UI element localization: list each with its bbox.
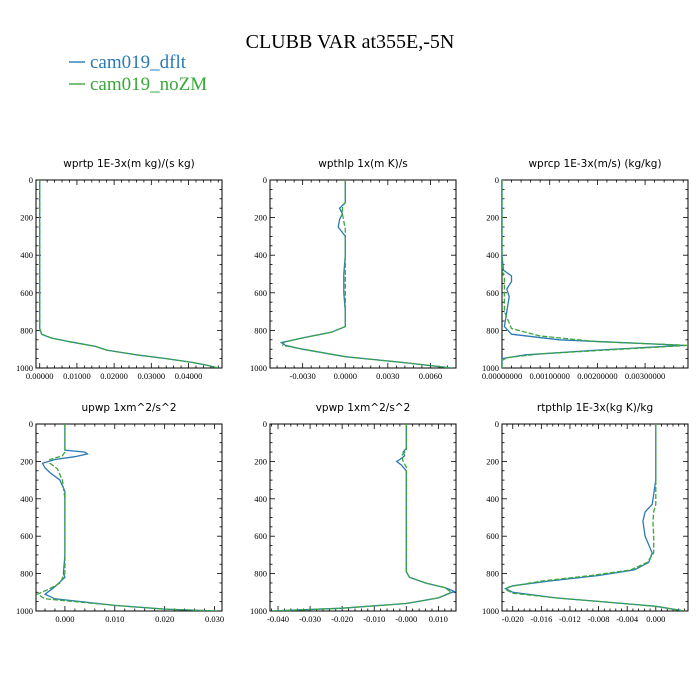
y-tick-label: 600 <box>486 531 499 541</box>
panel-6: rtpthlp 1E-3x(kg K)/kg02004006008001000-… <box>482 402 689 624</box>
x-tick-label: 0.030 <box>205 614 224 624</box>
series-line-dflt <box>41 424 218 611</box>
x-tick-label: -0.010 <box>363 614 385 624</box>
plot-frame <box>269 179 457 369</box>
y-tick-label: 600 <box>20 531 33 541</box>
panel-title: wprtp 1E-3x(m kg)/(s kg) <box>63 158 194 170</box>
x-tick-label: 0.000 <box>646 614 665 624</box>
y-tick-label: 600 <box>254 288 267 298</box>
y-tick-label: 0 <box>263 419 267 429</box>
x-tick-label: -0.030 <box>299 614 321 624</box>
y-tick-label: 0 <box>29 175 33 185</box>
y-tick-label: 0 <box>495 175 499 185</box>
x-tick-label: -0.040 <box>267 614 289 624</box>
panel-3: wprcp 1E-3x(m/s) (kg/kg) 0 200 400 600 800 100… <box>482 158 689 381</box>
legend-label-nozm: cam019_noZM <box>90 74 207 95</box>
x-tick-label: -0.000 <box>395 614 417 624</box>
y-tick-label: 1000 <box>250 363 267 373</box>
y-tick-label: 400 <box>20 250 33 260</box>
y-tick-label: 800 <box>254 569 267 579</box>
x-tick-label: 0.04000 <box>175 371 203 381</box>
x-tick-label: -0.0030 <box>290 371 316 381</box>
panel-1: wprtp 1E-3x(m kg)/(s kg) 0 200 400 600 800 100… <box>16 158 223 381</box>
x-tick-label: 0.00200000 <box>577 371 617 381</box>
plot-frame <box>501 179 689 369</box>
series-line-dflt <box>39 180 219 368</box>
y-tick-label: 1000 <box>482 606 499 616</box>
x-tick-label: -0.012 <box>559 614 581 624</box>
y-tick-label: 600 <box>20 288 33 298</box>
y-tick-label: 200 <box>254 456 267 466</box>
y-tick-label: 200 <box>20 213 33 223</box>
y-tick-label: 400 <box>254 250 267 260</box>
series-line-nozm <box>271 424 453 611</box>
series-line-dflt <box>279 180 452 368</box>
series-line-nozm <box>504 424 685 611</box>
x-tick-label: 0.00000000 <box>482 371 522 381</box>
series-line-nozm <box>281 180 452 368</box>
panel-2: wpthlp 1x(m K)/s 0 200 400 600 800 1000 -0.0030… <box>250 158 457 381</box>
panel-4: upwp 1xm^2/s^2 0 200 400 600 800 1000 0.000 0.01… <box>16 402 224 624</box>
x-tick-label: -0.020 <box>502 614 524 624</box>
panels: wprtp 1E-3x(m kg)/(s kg) 0 200 400 600 800 100… <box>16 158 689 624</box>
series-line-dflt <box>502 180 684 368</box>
x-tick-label: 0.020 <box>155 614 174 624</box>
plot-frame <box>35 179 223 369</box>
x-tick-label: 0.010 <box>429 614 448 624</box>
y-tick-label: 200 <box>486 213 499 223</box>
x-tick-label: -0.008 <box>588 614 610 624</box>
x-tick-label: 0.0030 <box>376 371 399 381</box>
y-tick-label: 600 <box>486 288 499 298</box>
series-line-nozm <box>502 180 688 368</box>
y-tick-label: 400 <box>486 250 499 260</box>
panel-title: wpthlp 1x(m K)/s <box>318 158 408 170</box>
y-tick-label: 800 <box>20 325 33 335</box>
y-tick-label: 400 <box>20 494 33 504</box>
x-tick-label: 0.000 <box>55 614 74 624</box>
x-tick-label: 0.00000 <box>26 371 54 381</box>
panel-title: upwp 1xm^2/s^2 <box>82 402 177 414</box>
figure-title: CLUBB VAR at355E,-5N <box>246 31 455 53</box>
legend-label-dflt: cam019_dflt <box>90 52 187 73</box>
y-tick-label: 0 <box>495 419 499 429</box>
y-tick-label: 600 <box>254 531 267 541</box>
y-tick-label: 1000 <box>16 363 33 373</box>
x-tick-label: 0.0060 <box>419 371 442 381</box>
plot-frame <box>269 423 457 612</box>
panel-title: rtpthlp 1E-3x(kg K)/kg <box>537 402 653 414</box>
x-tick-label: 0.02000 <box>100 371 128 381</box>
y-tick-label: 200 <box>254 213 267 223</box>
x-tick-label: -0.004 <box>616 614 639 624</box>
x-tick-label: 0.01000 <box>63 371 91 381</box>
panel-title: vpwp 1xm^2/s^2 <box>316 402 411 414</box>
y-tick-label: 1000 <box>250 606 267 616</box>
y-tick-label: 400 <box>254 494 267 504</box>
plot-frame <box>35 423 223 612</box>
x-tick-label: 0.0000 <box>334 371 357 381</box>
legend: cam019_dflt cam019_noZM <box>69 52 207 95</box>
y-tick-label: 800 <box>486 569 499 579</box>
y-tick-label: 1000 <box>482 363 499 373</box>
y-tick-label: 200 <box>486 456 499 466</box>
y-tick-label: 0 <box>263 175 267 185</box>
panel-title: wprcp 1E-3x(m/s) (kg/kg) <box>528 158 661 170</box>
series-line-dflt <box>504 424 685 611</box>
y-tick-label: 1000 <box>16 606 33 616</box>
x-tick-label: 0.010 <box>105 614 124 624</box>
x-tick-label: -0.020 <box>331 614 353 624</box>
y-tick-label: 800 <box>254 325 267 335</box>
series-line-nozm <box>36 424 218 611</box>
series-line-nozm <box>39 180 219 368</box>
x-tick-label: 0.03000 <box>138 371 166 381</box>
y-tick-label: 0 <box>29 419 33 429</box>
y-tick-label: 400 <box>486 494 499 504</box>
panel-5: vpwp 1xm^2/s^2 0 200 400 600 800 1000-0.040 -0.… <box>250 402 457 624</box>
y-tick-label: 800 <box>486 325 499 335</box>
x-tick-label: 0.00300000 <box>625 371 665 381</box>
y-tick-label: 800 <box>20 569 33 579</box>
x-tick-label: -0.016 <box>530 614 552 624</box>
x-tick-label: 0.00100000 <box>530 371 570 381</box>
y-tick-label: 200 <box>20 456 33 466</box>
